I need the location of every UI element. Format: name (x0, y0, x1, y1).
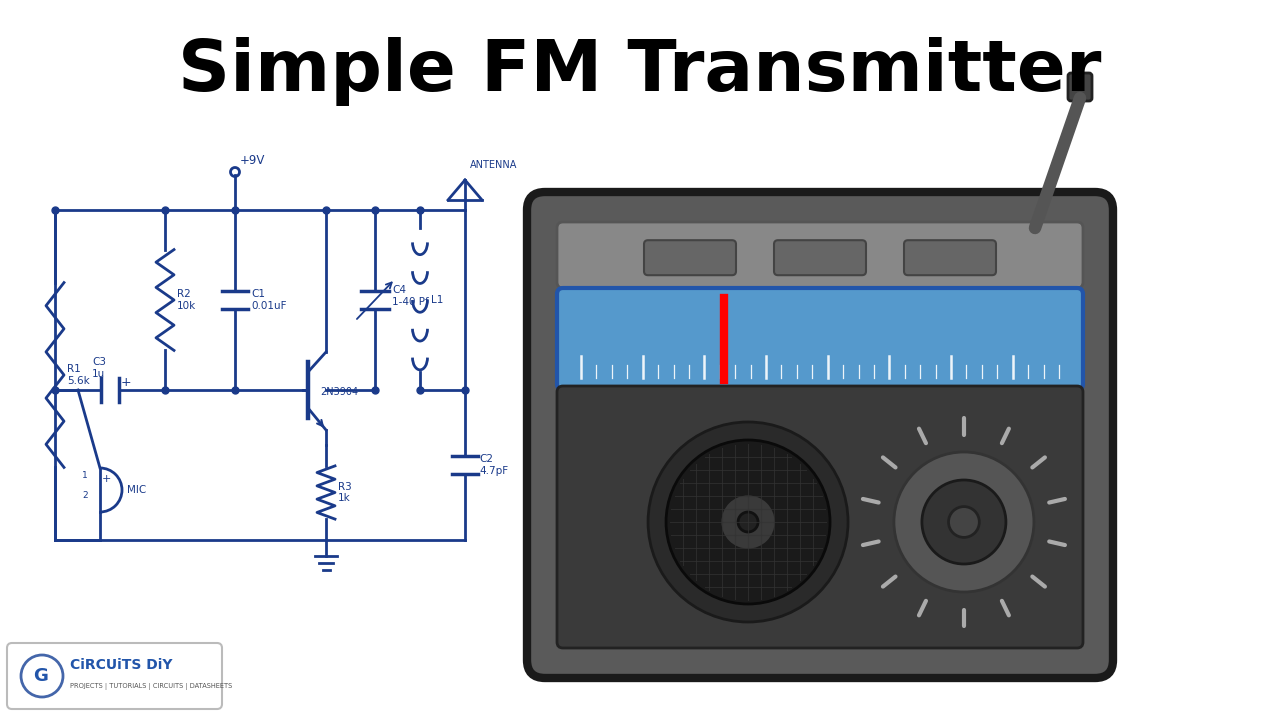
FancyBboxPatch shape (557, 386, 1083, 648)
FancyBboxPatch shape (6, 643, 221, 709)
Circle shape (922, 480, 1006, 564)
Text: MIC: MIC (127, 485, 146, 495)
FancyBboxPatch shape (557, 288, 1083, 390)
Text: C2
4.7pF: C2 4.7pF (479, 454, 508, 476)
Text: G: G (33, 667, 49, 685)
FancyBboxPatch shape (557, 222, 1083, 288)
Circle shape (739, 512, 758, 532)
FancyBboxPatch shape (1068, 73, 1092, 101)
Text: +9V: +9V (241, 153, 265, 166)
Text: R2
10k: R2 10k (177, 289, 196, 311)
Text: 2: 2 (82, 491, 87, 500)
Text: PROJECTS | TUTORIALS | CIRCUITS | DATASHEETS: PROJECTS | TUTORIALS | CIRCUITS | DATASH… (70, 683, 232, 690)
Circle shape (948, 507, 979, 537)
Text: +: + (122, 376, 132, 389)
Text: CiRCUiTS DiY: CiRCUiTS DiY (70, 658, 173, 672)
Circle shape (648, 422, 849, 622)
Text: 2N3904: 2N3904 (320, 387, 358, 397)
Text: Simple FM Transmitter: Simple FM Transmitter (178, 37, 1102, 107)
Text: C4
1-40 Pf: C4 1-40 Pf (392, 285, 429, 307)
Circle shape (666, 440, 829, 604)
Circle shape (893, 452, 1034, 592)
Text: 1: 1 (82, 471, 88, 480)
Text: R3
1k: R3 1k (338, 482, 352, 503)
Text: L1: L1 (431, 295, 443, 305)
FancyBboxPatch shape (904, 240, 996, 275)
FancyBboxPatch shape (774, 240, 867, 275)
Text: ANTENNA: ANTENNA (470, 160, 517, 170)
FancyBboxPatch shape (527, 192, 1114, 678)
Circle shape (721, 494, 776, 550)
Circle shape (20, 655, 63, 697)
Text: C1
0.01uF: C1 0.01uF (251, 289, 287, 311)
FancyBboxPatch shape (644, 240, 736, 275)
Text: C3
1u: C3 1u (92, 357, 106, 379)
Text: +: + (102, 474, 111, 484)
Text: R1
5.6k: R1 5.6k (67, 364, 90, 386)
